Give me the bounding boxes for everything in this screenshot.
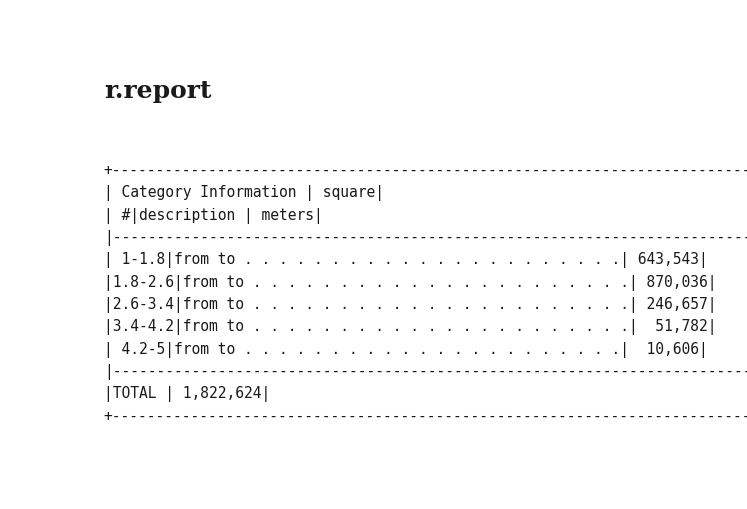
Text: +--------------------------------------------------------------------------+: +---------------------------------------… <box>104 409 747 423</box>
Text: | #|description | meters|: | #|description | meters| <box>104 208 323 223</box>
Text: | 4.2-5|from to . . . . . . . . . . . . . . . . . . . . . .|  10,606|: | 4.2-5|from to . . . . . . . . . . . . … <box>104 342 707 358</box>
Text: |--------------------------------------------------------------------------|: |---------------------------------------… <box>104 230 747 246</box>
Text: |2.6-3.4|from to . . . . . . . . . . . . . . . . . . . . . .| 246,657|: |2.6-3.4|from to . . . . . . . . . . . .… <box>104 297 716 313</box>
Text: |--------------------------------------------------------------------------|: |---------------------------------------… <box>104 364 747 380</box>
Text: |TOTAL | 1,822,624|: |TOTAL | 1,822,624| <box>104 386 270 403</box>
Text: | 1-1.8|from to . . . . . . . . . . . . . . . . . . . . . .| 643,543|: | 1-1.8|from to . . . . . . . . . . . . … <box>104 252 707 268</box>
Text: | Category Information | square|: | Category Information | square| <box>104 185 384 202</box>
Text: |3.4-4.2|from to . . . . . . . . . . . . . . . . . . . . . .|  51,782|: |3.4-4.2|from to . . . . . . . . . . . .… <box>104 319 716 335</box>
Text: |1.8-2.6|from to . . . . . . . . . . . . . . . . . . . . . .| 870,036|: |1.8-2.6|from to . . . . . . . . . . . .… <box>104 275 716 291</box>
Text: +--------------------------------------------------------------------------+: +---------------------------------------… <box>104 163 747 178</box>
Text: r.report: r.report <box>104 79 211 103</box>
